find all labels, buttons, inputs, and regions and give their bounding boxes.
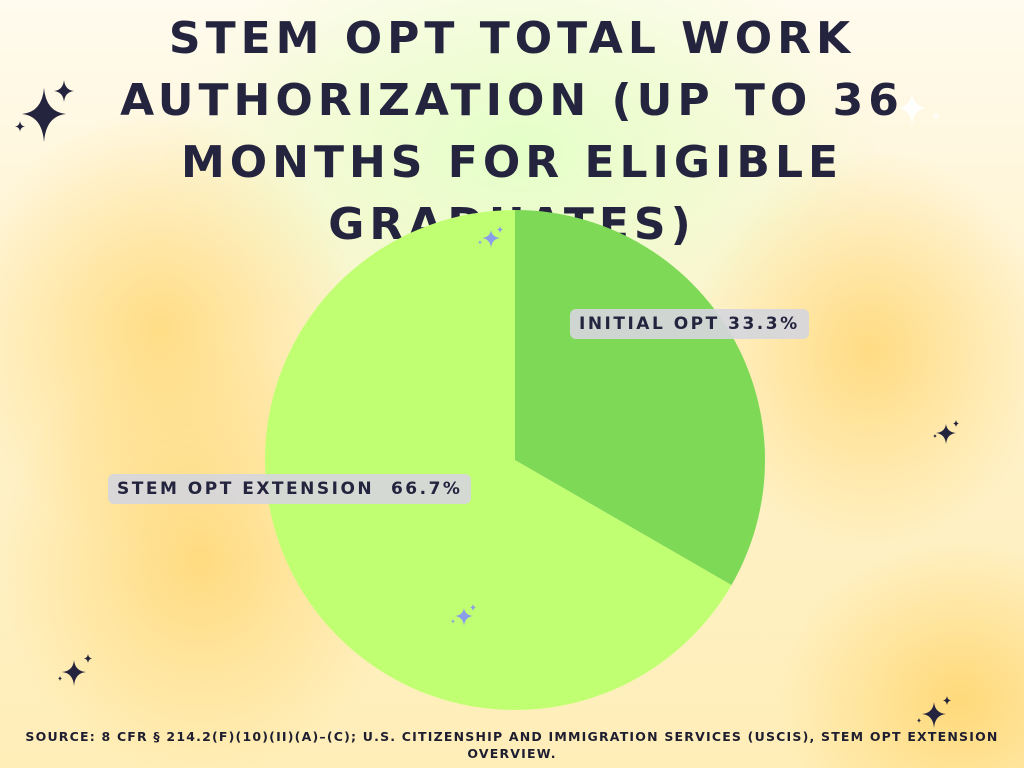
source-citation: SOURCE: 8 CFR § 214.2(F)(10)(II)(A)–(C);…	[25, 729, 999, 761]
sparkle-icon	[58, 654, 92, 686]
sparkle-icon	[15, 80, 74, 142]
data-label-initial-opt: INITIAL OPT 33.3%	[570, 309, 809, 339]
pie-chart	[265, 210, 765, 710]
sparkle-icon	[917, 696, 951, 728]
sparkle-icon	[451, 604, 476, 626]
pie-slice-stem-opt-extension	[265, 210, 732, 710]
sparkle-icon	[478, 226, 503, 248]
pie-slice-initial-opt	[515, 210, 765, 585]
pie-svg	[265, 210, 765, 710]
sparkle-icon	[933, 420, 959, 444]
chart-title: STEM OPT TOTAL WORK AUTHORIZATION (UP TO…	[120, 13, 904, 250]
data-label-stem-opt-extension: STEM OPT EXTENSION 66.7%	[108, 474, 472, 504]
sparkle-icon	[898, 92, 940, 126]
